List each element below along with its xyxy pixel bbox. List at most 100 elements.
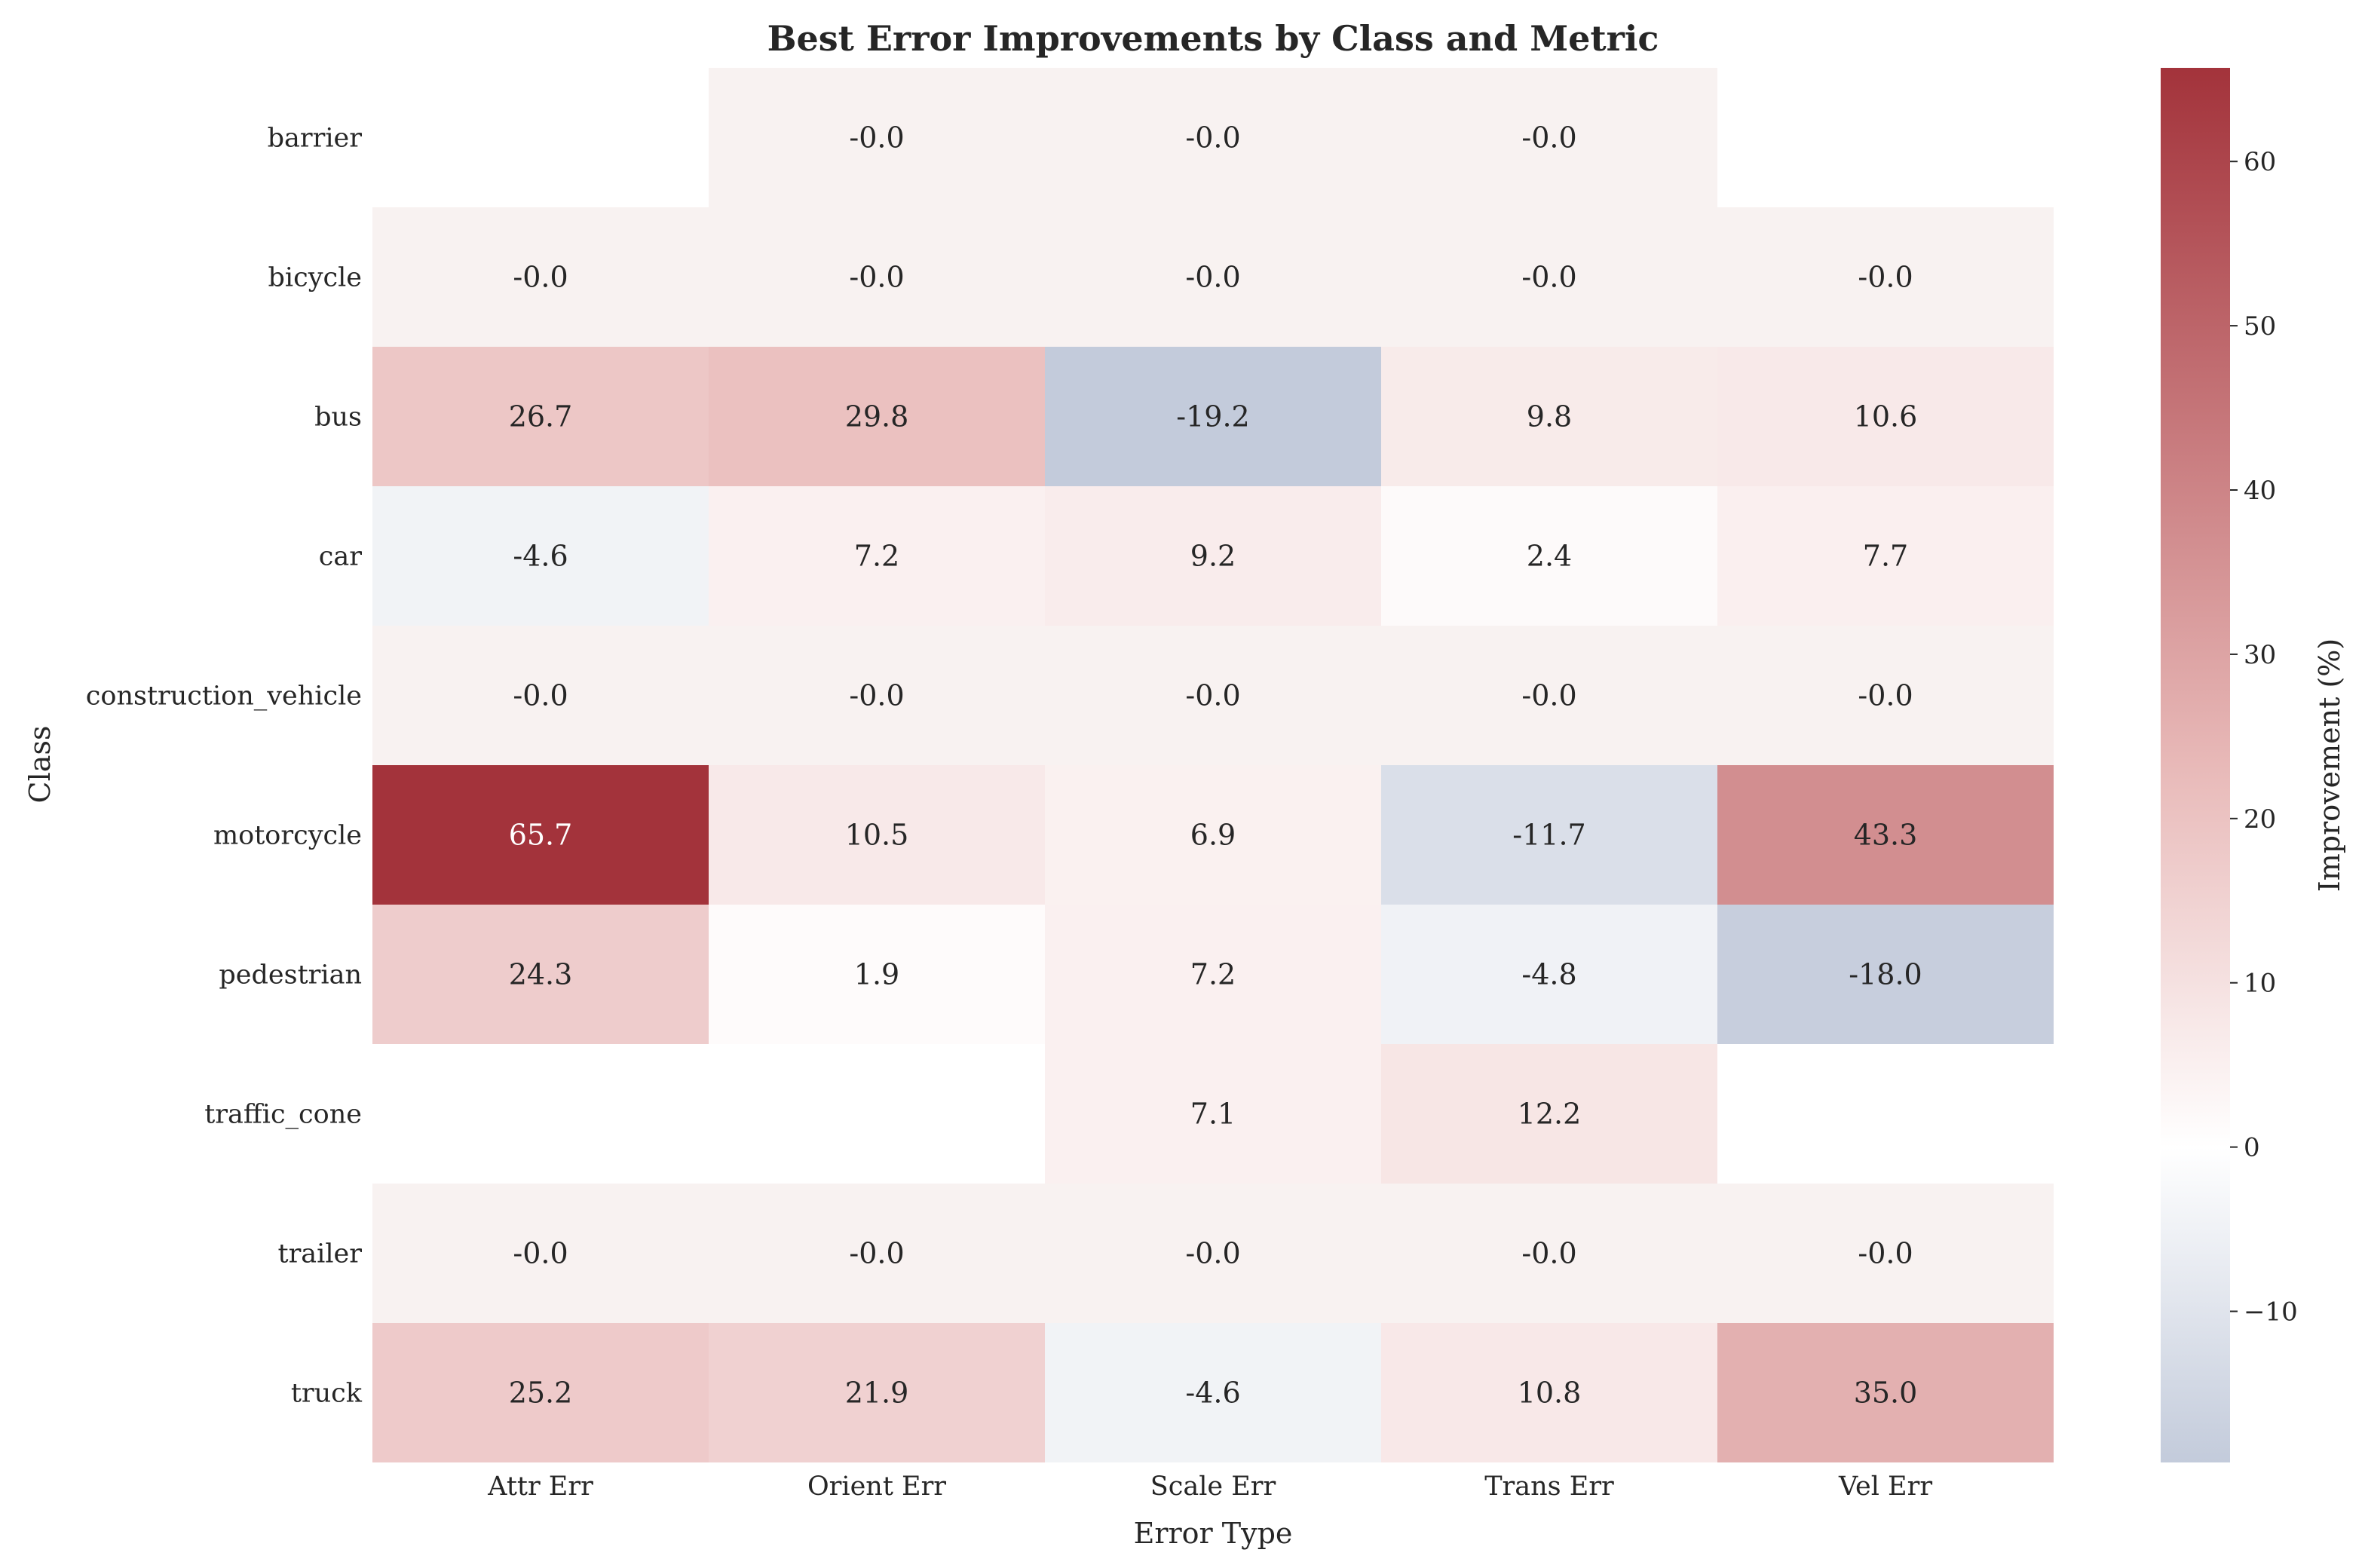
heatmap-cell-truck-orient-err — [709, 1323, 1045, 1462]
cell-value-label: 9.8 — [1527, 400, 1572, 433]
colorbar-tick-label: −10 — [2244, 1297, 2298, 1328]
row-tick-label: bus — [314, 403, 362, 433]
heatmap-cell-truck-vel-err — [1717, 1323, 2054, 1462]
cell-value-label: -0.0 — [849, 121, 904, 155]
chart-title: Best Error Improvements by Class and Met… — [767, 18, 1659, 59]
cell-value-label: 9.2 — [1190, 540, 1236, 573]
colorbar-label: Improvement (%) — [2313, 639, 2346, 892]
cell-value-label: 65.7 — [509, 819, 573, 852]
heatmap-cell-pedestrian-attr-err — [372, 905, 709, 1044]
heatmap-cell-bicycle-orient-err — [709, 207, 1045, 347]
heatmap-cell-barrier-orient-err — [709, 68, 1045, 207]
heatmap-cell-bicycle-vel-err — [1717, 207, 2054, 347]
cell-value-label: -0.0 — [1185, 1237, 1240, 1270]
cell-value-label: -0.0 — [849, 679, 904, 712]
heatmap-cell-bus-scale-err — [1045, 347, 1381, 486]
column-tick-label: Vel Err — [1838, 1472, 1932, 1502]
heatmap-cell-truck-scale-err — [1045, 1323, 1381, 1462]
cell-value-label: 6.9 — [1190, 819, 1236, 852]
heatmap-cell-construction_vehicle-scale-err — [1045, 626, 1381, 765]
heatmap-cell-traffic_cone-trans-err — [1381, 1044, 1717, 1184]
heatmap-cell-traffic_cone-scale-err — [1045, 1044, 1381, 1184]
row-tick-label: car — [319, 542, 362, 572]
heatmap-cell-trailer-vel-err — [1717, 1184, 2054, 1323]
heatmap-cell-construction_vehicle-orient-err — [709, 626, 1045, 765]
cell-value-label: -0.0 — [1185, 261, 1240, 294]
heatmap-cell-truck-attr-err — [372, 1323, 709, 1462]
cell-value-label: 35.0 — [1854, 1377, 1918, 1410]
cell-value-label: -0.0 — [513, 1237, 568, 1270]
cell-value-label: -0.0 — [849, 1237, 904, 1270]
cell-value-label: -0.0 — [513, 679, 568, 712]
cell-value-label: 7.2 — [854, 540, 899, 573]
column-tick-label: Orient Err — [807, 1472, 946, 1502]
heatmap-cell-bicycle-trans-err — [1381, 207, 1717, 347]
heatmap-cell-trailer-scale-err — [1045, 1184, 1381, 1323]
cell-value-label: 25.2 — [509, 1377, 573, 1410]
cell-value-label: -0.0 — [1521, 121, 1576, 155]
column-tick-labels: Attr Err Orient Err Scale Err Trans Err Vel … — [487, 1472, 1932, 1502]
heatmap-cell-motorcycle-attr-err — [372, 765, 709, 905]
heatmap-cell-construction_vehicle-attr-err — [372, 626, 709, 765]
cell-value-label: -0.0 — [1185, 121, 1240, 155]
colorbar-tick-label: 30 — [2244, 640, 2276, 670]
colorbar — [2161, 68, 2230, 1462]
heatmap-cell-barrier-scale-err — [1045, 68, 1381, 207]
cell-value-label: 7.2 — [1190, 958, 1236, 991]
heatmap-cell-car-attr-err — [372, 486, 709, 626]
heatmap-cell-bicycle-scale-err — [1045, 207, 1381, 347]
colorbar-tick-label: 50 — [2244, 311, 2276, 341]
y-axis-label: Class — [23, 726, 57, 804]
cell-value-label: -11.7 — [1512, 819, 1585, 852]
cell-value-label: -4.6 — [513, 540, 568, 573]
cell-value-label: 10.8 — [1518, 1377, 1582, 1410]
heatmap-cell-car-orient-err — [709, 486, 1045, 626]
cell-value-label: 10.5 — [845, 819, 909, 852]
column-tick-label: Trans Err — [1484, 1472, 1614, 1502]
cell-value-label: -0.0 — [1521, 261, 1576, 294]
cell-value-label: -0.0 — [1521, 1237, 1576, 1270]
cell-value-label: 7.7 — [1863, 540, 1908, 573]
cell-value-label: -19.2 — [1176, 400, 1249, 433]
heatmap-cell-motorcycle-vel-err — [1717, 765, 2054, 905]
colorbar-tick-label: 60 — [2244, 147, 2276, 177]
row-tick-label: construction_vehicle — [86, 681, 362, 712]
cell-value-label: 2.4 — [1527, 540, 1572, 573]
colorbar-tick-label: 20 — [2244, 804, 2276, 835]
row-tick-label: bicycle — [268, 263, 362, 293]
heatmap-cell-pedestrian-orient-err — [709, 905, 1045, 1044]
row-tick-labels: barrier bicycle bus car construction_vehicle… — [86, 124, 363, 1409]
heatmap-cell-bus-trans-err — [1381, 347, 1717, 486]
cell-value-label: -0.0 — [1858, 1237, 1913, 1270]
heatmap-cell-construction_vehicle-trans-err — [1381, 626, 1717, 765]
cell-value-label: -4.6 — [1185, 1377, 1240, 1410]
heatmap-cell-car-vel-err — [1717, 486, 2054, 626]
heatmap-cell-bicycle-attr-err — [372, 207, 709, 347]
row-tick-label: barrier — [268, 124, 363, 154]
cell-value-label: -0.0 — [849, 261, 904, 294]
heatmap-cell-barrier-trans-err — [1381, 68, 1717, 207]
heatmap-cell-bus-attr-err — [372, 347, 709, 486]
heatmap-cell-pedestrian-scale-err — [1045, 905, 1381, 1044]
colorbar-tick-label: 10 — [2244, 969, 2276, 999]
heatmap-cell-car-scale-err — [1045, 486, 1381, 626]
heatmap-cell-truck-trans-err — [1381, 1323, 1717, 1462]
cell-value-label: 43.3 — [1854, 819, 1918, 852]
x-axis-label: Error Type — [1134, 1517, 1293, 1550]
heatmap-cell-pedestrian-trans-err — [1381, 905, 1717, 1044]
heatmap-cell-trailer-attr-err — [372, 1184, 709, 1323]
row-tick-label: trailer — [278, 1239, 363, 1269]
heatmap-cells: -0.0 -0.0 -0.0 -0.0 -0.0 -0.0 -0.0 -0.0 26.7 29.8… — [372, 68, 2054, 1462]
colorbar-ticks: −10 0 10 20 30 40 50 60 — [2230, 147, 2298, 1328]
cell-value-label: -0.0 — [1858, 261, 1913, 294]
cell-value-label: 1.9 — [854, 958, 899, 991]
heatmap-cell-car-trans-err — [1381, 486, 1717, 626]
row-tick-label: truck — [291, 1379, 363, 1409]
column-tick-label: Scale Err — [1150, 1472, 1276, 1502]
heatmap-cell-pedestrian-vel-err — [1717, 905, 2054, 1044]
cell-value-label: 24.3 — [509, 958, 573, 991]
heatmap-cell-trailer-trans-err — [1381, 1184, 1717, 1323]
heatmap-cell-motorcycle-scale-err — [1045, 765, 1381, 905]
heatmap-cell-construction_vehicle-vel-err — [1717, 626, 2054, 765]
cell-value-label: -4.8 — [1521, 958, 1576, 991]
